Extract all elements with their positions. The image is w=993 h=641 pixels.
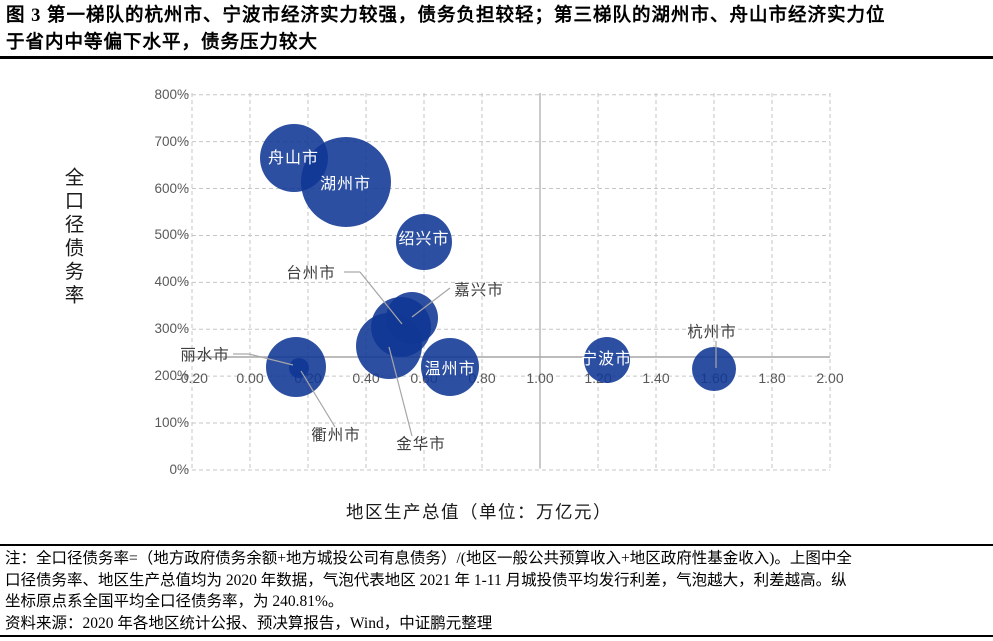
city-label-outside: 金华市: [396, 436, 446, 453]
city-label-outside: 台州市: [286, 265, 336, 282]
city-bubble: [421, 337, 480, 396]
title-separator-rule: [0, 56, 993, 59]
city-label-outside: 杭州市: [687, 324, 737, 341]
city-bubble: [300, 136, 391, 227]
figure-note-line: 口径债务率、地区生产总值均为 2020 年数据，气泡代表地区 2021 年 1-…: [5, 571, 847, 589]
figure-title-line: 图 3 第一梯队的杭州市、宁波市经济实力较强，债务负担较轻；第三梯队的湖州市、舟…: [6, 6, 886, 26]
city-label-outside: 丽水市: [180, 347, 230, 364]
x-tick-label: -0.20: [176, 370, 208, 386]
city-bubble: [396, 214, 452, 271]
x-tick-label: 1.40: [642, 370, 670, 386]
y-tick-label: 700%: [154, 133, 189, 149]
figure-title-line: 于省内中等偏下水平，债务压力较大: [6, 32, 319, 53]
city-label-inside: 湖州市: [320, 175, 372, 193]
y-tick-label: 300%: [154, 321, 189, 337]
figure-notes: 注：全口径债务率=（地方政府债务余额+地方城投公司有息债务）/(地区一般公共预算…: [5, 548, 990, 634]
city-label-inside: 舟山市: [267, 150, 320, 168]
x-tick-label: 2.00: [816, 370, 844, 386]
city-bubble: [583, 336, 630, 383]
x-axis-title: 地区生产总值（单位：万亿元）: [346, 502, 612, 522]
figure-title: 图 3 第一梯队的杭州市、宁波市经济实力较强，债务负担较轻；第三梯队的湖州市、舟…: [6, 3, 991, 56]
bottom-rule: [0, 635, 993, 637]
x-tick-label: 0.00: [236, 370, 264, 386]
y-tick-label: 500%: [154, 227, 189, 243]
city-label-inside: 宁波市: [581, 350, 633, 368]
y-tick-label: 0%: [169, 461, 189, 477]
x-tick-label: 1.80: [758, 370, 786, 386]
city-bubble: [356, 312, 423, 379]
city-label-inside: 绍兴市: [398, 231, 450, 249]
y-tick-label: 600%: [154, 180, 189, 196]
chart-note-separator-rule: [0, 544, 993, 546]
y-tick-label: 800%: [154, 86, 189, 102]
city-bubble: [289, 357, 310, 378]
city-label-outside: 嘉兴市: [454, 282, 504, 299]
city-label-outside: 衢州市: [311, 427, 361, 444]
city-label-inside: 温州市: [424, 360, 476, 378]
y-tick-label: 400%: [154, 274, 189, 290]
y-tick-label: 100%: [154, 415, 189, 431]
y-axis-title: 全口径债务率: [61, 167, 83, 308]
x-tick-label: 1.00: [526, 370, 554, 386]
y-tick-label: 200%: [154, 368, 189, 384]
figure-note-line: 注：全口径债务率=（地方政府债务余额+地方城投公司有息债务）/(地区一般公共预算…: [5, 550, 852, 567]
figure-note-line: 资料来源：2020 年各地区统计公报、预决算报告，Wind，中证鹏元整理: [5, 614, 493, 632]
figure-note-line: 坐标原点系全国平均全口径债务率，为 240.81%。: [5, 593, 344, 610]
city-bubble: [692, 347, 736, 392]
